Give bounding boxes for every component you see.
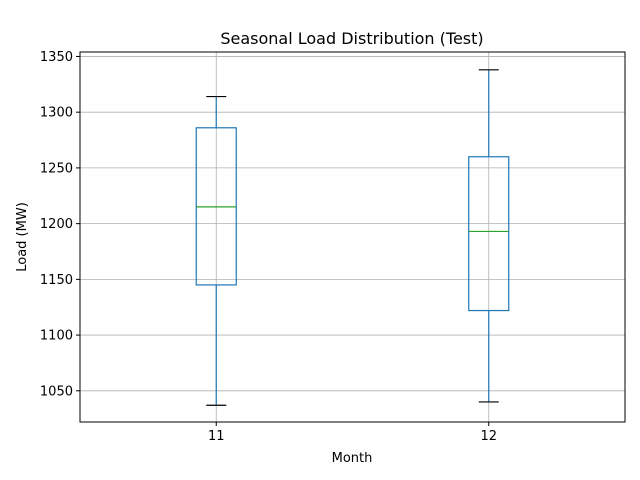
y-tick-label: 1050: [40, 384, 73, 399]
y-tick-label: 1200: [40, 217, 73, 232]
plot-area-frame: [79, 51, 626, 423]
box-12: [468, 69, 510, 403]
y-tick-label: 1250: [40, 161, 73, 176]
x-tick-label: 11: [208, 429, 225, 444]
y-tick-label: 1150: [40, 273, 73, 288]
y-tick-label: 1350: [40, 50, 73, 65]
y-tick-label: 1100: [40, 329, 73, 344]
y-axis-label: Load (MW): [15, 202, 30, 272]
axis-ticks: 1050 1100 1150 1200 1250 1300 1350 11 12: [40, 50, 497, 444]
x-tick-label: 12: [480, 429, 497, 444]
grid-lines: [80, 52, 625, 422]
y-tick-label: 1300: [40, 106, 73, 121]
interquartile-box: [468, 156, 510, 312]
box-11: [195, 95, 237, 406]
x-axis-label: Month: [332, 451, 373, 466]
chart-title: Seasonal Load Distribution (Test): [220, 29, 483, 48]
box-plot-series: [195, 69, 510, 406]
